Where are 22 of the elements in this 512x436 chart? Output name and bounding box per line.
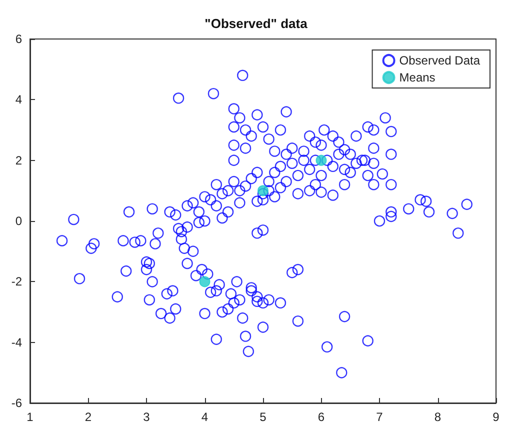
point: [258, 185, 268, 196]
point: [316, 154, 327, 166]
chart-title: "Observed" data: [204, 16, 308, 31]
x-tick-label: 6: [318, 410, 325, 424]
x-tick-label: 5: [260, 410, 267, 424]
y-tick-label: -6: [11, 396, 22, 410]
x-tick-label: 2: [84, 410, 92, 424]
y-tick-label: 2: [15, 153, 22, 168]
y-tick-label: -2: [11, 274, 22, 289]
point: [199, 276, 210, 288]
y-tick-label: 6: [15, 32, 22, 46]
x-tick-label: 9: [492, 410, 500, 424]
x-tick-label: 7: [376, 410, 384, 424]
legend-label: Observed Data: [399, 54, 480, 68]
x-tick-label: 1: [26, 410, 34, 424]
x-tick-label: 3: [143, 410, 150, 424]
x-tick-label: 8: [434, 410, 442, 424]
y-tick-label: 4: [15, 92, 22, 107]
legend-label: Means: [399, 70, 436, 84]
x-tick-label: 4: [201, 410, 208, 424]
y-tick-label: 0: [15, 214, 22, 228]
y-tick-label: -4: [11, 335, 22, 350]
